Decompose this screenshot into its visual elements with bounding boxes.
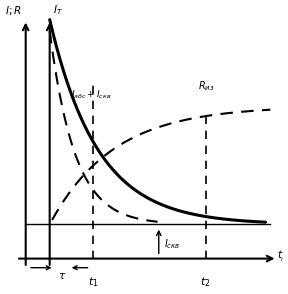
Text: $R_{из}$: $R_{из}$ <box>198 79 215 93</box>
Text: $I_T$: $I_T$ <box>53 4 63 17</box>
Text: $'$: $'$ <box>280 256 283 265</box>
Text: $\tau$: $\tau$ <box>58 271 66 281</box>
Text: $I_{скв}$: $I_{скв}$ <box>164 237 180 251</box>
Text: $t$: $t$ <box>277 248 284 260</box>
Text: $I;R$: $I;R$ <box>5 4 22 17</box>
Text: $I_{абс}+I_{скв}$: $I_{абс}+I_{скв}$ <box>71 88 112 101</box>
Text: $t_1$: $t_1$ <box>88 276 98 290</box>
Text: $t_2$: $t_2$ <box>200 276 211 290</box>
